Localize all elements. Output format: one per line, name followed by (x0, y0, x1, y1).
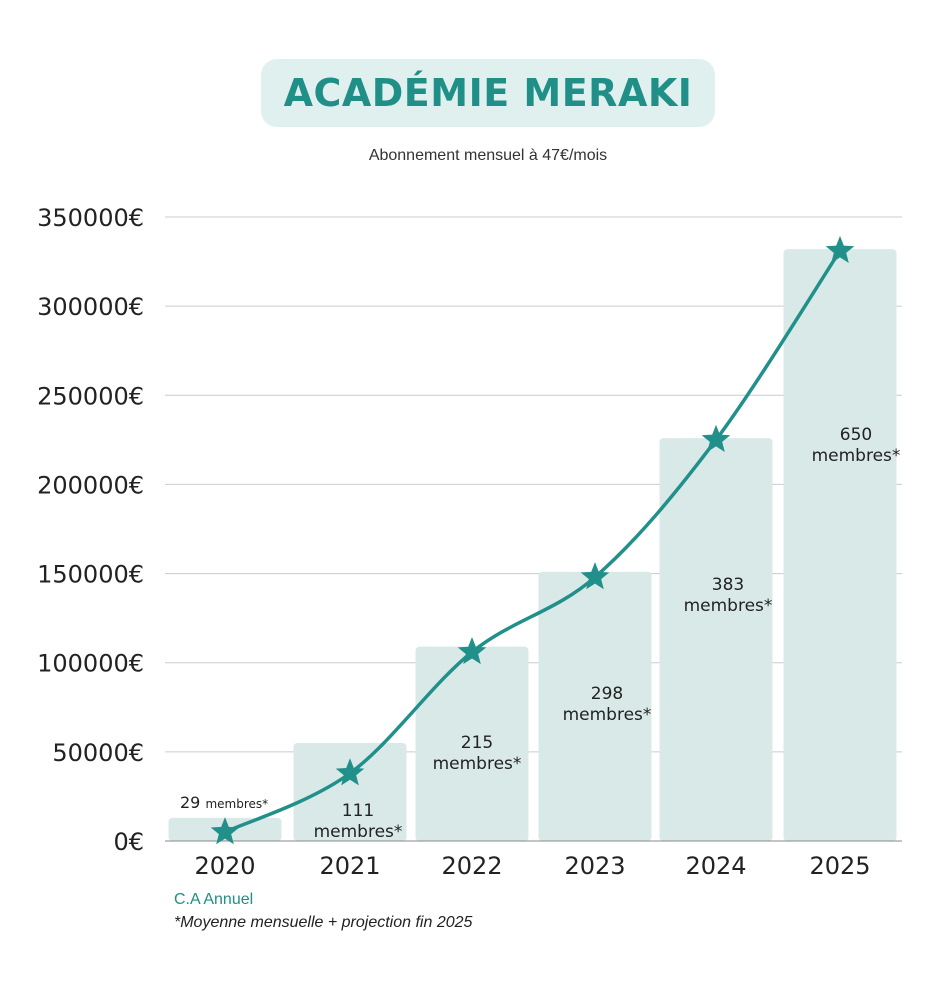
x-tick-label: 2022 (441, 852, 502, 880)
page-subtitle: Abonnement mensuel à 47€/mois (368, 147, 608, 164)
star-marker (210, 817, 240, 845)
bar (538, 571, 652, 841)
x-tick-label: 2023 (564, 852, 625, 880)
page-title: ACADÉMIE MERAKI (283, 71, 693, 115)
bar-label: 29 membres* (180, 793, 268, 812)
y-tick-label: 350000€ (37, 204, 144, 232)
bar-label-unit: membres* (205, 797, 268, 811)
bar-label-count: 298 (591, 684, 623, 704)
x-tick-label: 2025 (809, 852, 870, 880)
y-tick-label: 100000€ (37, 650, 144, 678)
bar-label-count: 383 (712, 575, 744, 595)
bar-label-unit: membres* (812, 446, 901, 466)
y-tick-label: 150000€ (37, 561, 144, 589)
star-marker (335, 758, 365, 786)
x-tick-label: 2021 (319, 852, 380, 880)
x-tick-label: 2024 (685, 852, 746, 880)
bar-label-unit: membres* (563, 705, 652, 725)
y-tick-label: 200000€ (37, 471, 144, 499)
star-marker (825, 235, 855, 264)
x-tick-label: 2020 (194, 852, 255, 880)
star-marker (580, 562, 610, 590)
bar-label-unit: membres* (314, 822, 403, 842)
bar-label-count: 215 (461, 733, 493, 753)
legend-label: C.A Annuel (174, 891, 254, 908)
star-marker (457, 637, 487, 665)
bar (415, 646, 529, 841)
title-box: ACADÉMIE MERAKI (261, 59, 715, 127)
bar (293, 742, 407, 841)
bar (659, 438, 773, 841)
bar-label-unit: membres* (433, 754, 522, 774)
y-tick-label: 250000€ (37, 382, 144, 410)
star-marker (701, 424, 731, 452)
bar-label-count: 29 (180, 793, 205, 812)
y-tick-label: 0€ (113, 828, 144, 856)
y-tick-label: 300000€ (37, 293, 144, 321)
footnote: *Moyenne mensuelle + projection fin 2025 (174, 914, 473, 931)
y-tick-label: 50000€ (52, 739, 144, 767)
bar-label-unit: membres* (684, 596, 773, 616)
bar-label-count: 650 (840, 425, 872, 445)
bar-label-count: 111 (342, 801, 374, 821)
bar (783, 249, 897, 841)
